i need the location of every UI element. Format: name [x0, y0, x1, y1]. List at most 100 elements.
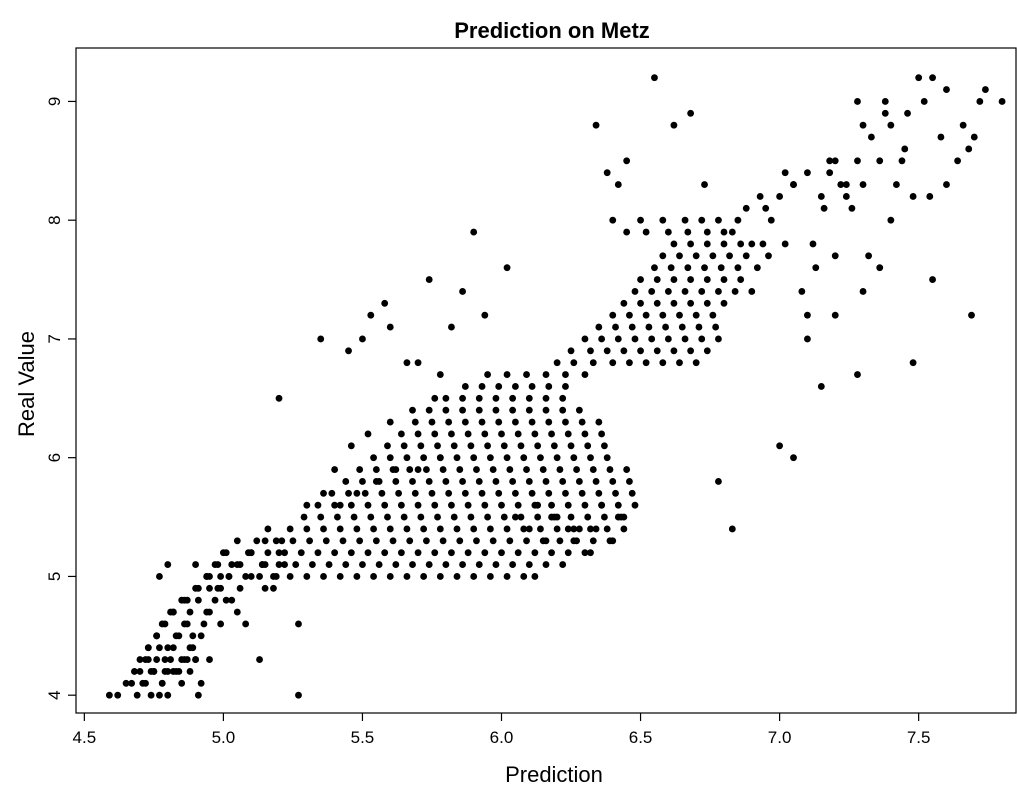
data-point	[684, 264, 692, 272]
data-point	[687, 109, 695, 117]
data-point	[817, 193, 825, 200]
data-point	[197, 679, 205, 687]
data-point	[581, 371, 589, 378]
data-point	[728, 228, 736, 236]
data-point	[194, 691, 202, 699]
data-point	[372, 478, 380, 485]
data-point	[943, 86, 950, 93]
data-point	[826, 157, 834, 165]
data-point	[812, 264, 820, 272]
data-point	[189, 644, 197, 652]
data-point	[436, 454, 444, 462]
data-point	[425, 276, 433, 283]
data-point	[631, 288, 639, 295]
data-point	[295, 691, 302, 699]
data-point	[448, 323, 455, 331]
data-point	[339, 537, 347, 545]
data-point	[767, 216, 775, 224]
data-point	[578, 489, 586, 497]
data-point	[534, 513, 542, 521]
data-point	[364, 430, 372, 438]
data-point	[687, 276, 695, 283]
data-point	[670, 240, 678, 248]
data-point	[275, 549, 283, 557]
data-point	[609, 216, 617, 224]
data-point	[748, 240, 756, 248]
data-point	[317, 513, 325, 521]
data-point	[859, 288, 867, 295]
data-point	[523, 537, 530, 545]
data-point	[537, 525, 544, 533]
data-point	[336, 501, 344, 509]
data-points	[105, 74, 1006, 699]
data-point	[589, 466, 597, 473]
data-point	[428, 489, 436, 497]
data-point	[183, 620, 191, 628]
data-point	[598, 335, 606, 343]
data-point	[653, 347, 661, 355]
data-point	[178, 679, 186, 687]
data-point	[411, 489, 419, 497]
data-point	[804, 311, 811, 319]
data-point	[345, 347, 352, 355]
data-point	[573, 466, 580, 473]
data-point	[570, 537, 578, 545]
data-point	[603, 347, 611, 355]
data-point	[720, 240, 728, 248]
data-point	[790, 454, 797, 462]
data-point	[342, 478, 350, 485]
data-point	[370, 525, 377, 533]
data-point	[776, 442, 784, 450]
data-point	[431, 549, 439, 557]
data-point	[478, 418, 486, 426]
data-point	[172, 632, 180, 640]
data-point	[637, 276, 644, 283]
data-point	[206, 584, 213, 592]
y-tick-label: 4	[45, 690, 64, 699]
data-point	[648, 288, 656, 295]
data-point	[450, 513, 458, 521]
data-point	[475, 478, 483, 485]
data-point	[965, 145, 973, 153]
data-point	[542, 537, 550, 545]
data-point	[578, 418, 586, 426]
y-tick-label: 7	[45, 334, 64, 343]
data-point	[459, 561, 466, 568]
data-point	[528, 418, 536, 426]
data-point	[628, 489, 636, 497]
data-point	[612, 323, 619, 331]
data-point	[598, 501, 606, 509]
data-point	[642, 359, 650, 367]
data-point	[542, 394, 550, 402]
data-point	[748, 288, 756, 295]
data-point	[620, 299, 628, 307]
data-point	[553, 359, 561, 367]
data-point	[386, 323, 394, 331]
data-point	[228, 561, 236, 568]
data-point	[970, 133, 978, 141]
x-tick-label: 5.5	[351, 728, 375, 747]
data-point	[642, 311, 650, 319]
data-point	[495, 418, 503, 426]
data-point	[842, 193, 850, 200]
data-point	[434, 442, 441, 450]
data-point	[534, 442, 542, 450]
data-point	[144, 644, 152, 652]
data-point	[595, 323, 603, 331]
data-point	[500, 442, 508, 450]
data-point	[553, 454, 561, 462]
data-point	[809, 240, 817, 248]
data-point	[726, 252, 733, 260]
data-point	[562, 371, 569, 378]
data-point	[820, 204, 828, 212]
data-point	[698, 335, 706, 343]
data-point	[854, 371, 861, 378]
data-point	[637, 216, 644, 224]
data-point	[445, 489, 453, 497]
data-point	[331, 501, 339, 509]
data-point	[512, 383, 519, 390]
data-point	[448, 430, 455, 438]
data-point	[414, 466, 422, 473]
data-point	[684, 228, 692, 236]
data-point	[242, 573, 250, 580]
